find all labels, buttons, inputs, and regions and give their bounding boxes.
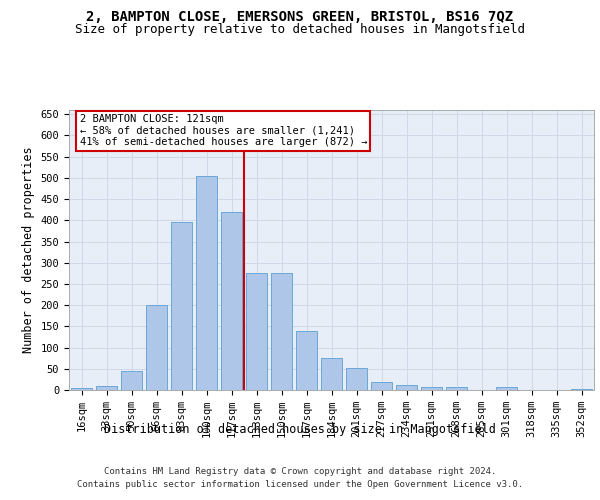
Text: Distribution of detached houses by size in Mangotsfield: Distribution of detached houses by size … <box>104 422 496 436</box>
Bar <box>121 371 142 390</box>
Text: 2, BAMPTON CLOSE, EMERSONS GREEN, BRISTOL, BS16 7QZ: 2, BAMPTON CLOSE, EMERSONS GREEN, BRISTO… <box>86 10 514 24</box>
Bar <box>71 388 92 390</box>
Bar <box>221 212 242 390</box>
Bar <box>196 176 217 390</box>
Bar <box>446 386 467 390</box>
Text: Size of property relative to detached houses in Mangotsfield: Size of property relative to detached ho… <box>75 22 525 36</box>
Bar <box>321 358 342 390</box>
Bar <box>346 368 367 390</box>
Bar <box>146 305 167 390</box>
Bar <box>271 274 292 390</box>
Bar <box>371 382 392 390</box>
Bar <box>496 388 517 390</box>
Text: Contains HM Land Registry data © Crown copyright and database right 2024.: Contains HM Land Registry data © Crown c… <box>104 468 496 476</box>
Bar <box>571 388 592 390</box>
Y-axis label: Number of detached properties: Number of detached properties <box>22 146 35 354</box>
Bar <box>421 386 442 390</box>
Bar <box>171 222 192 390</box>
Bar <box>396 385 417 390</box>
Bar <box>246 274 267 390</box>
Text: Contains public sector information licensed under the Open Government Licence v3: Contains public sector information licen… <box>77 480 523 489</box>
Bar <box>296 332 317 390</box>
Bar <box>96 386 117 390</box>
Text: 2 BAMPTON CLOSE: 121sqm
← 58% of detached houses are smaller (1,241)
41% of semi: 2 BAMPTON CLOSE: 121sqm ← 58% of detache… <box>79 114 367 148</box>
